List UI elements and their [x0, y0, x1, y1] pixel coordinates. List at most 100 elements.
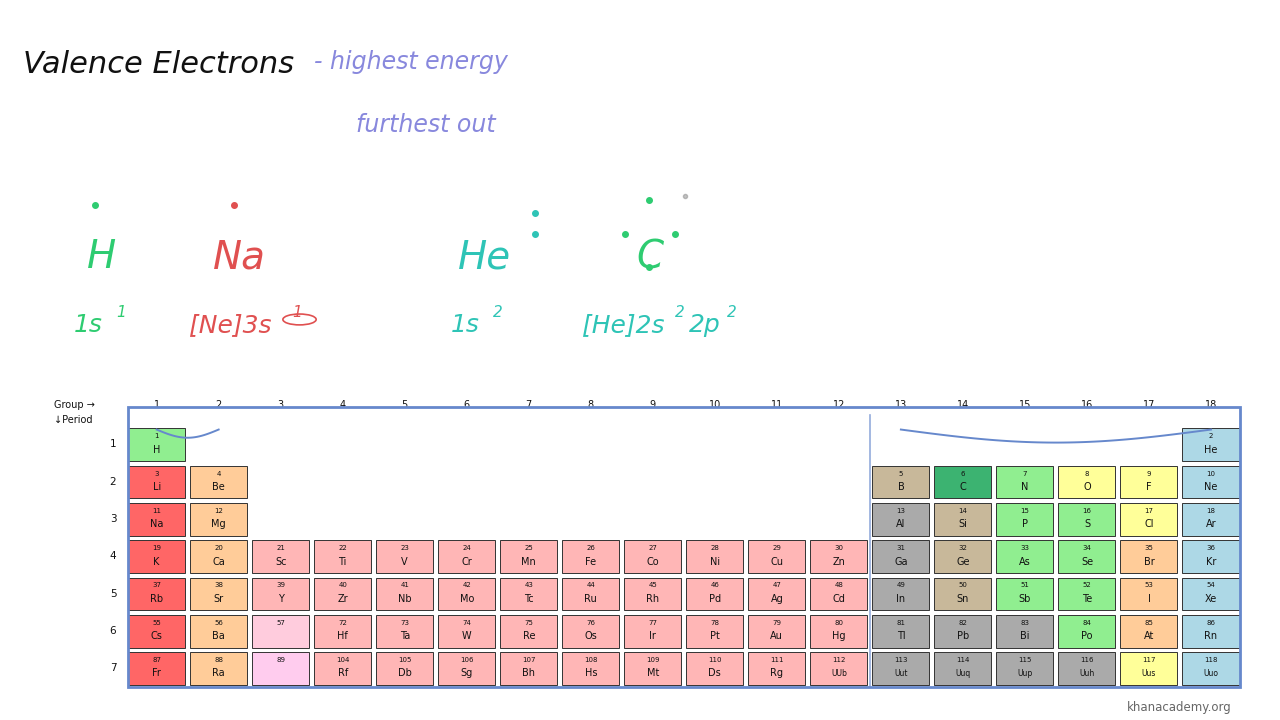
Text: F: F [1146, 482, 1152, 492]
Text: 27: 27 [649, 545, 657, 551]
Text: 44: 44 [586, 582, 595, 588]
Text: S: S [1084, 519, 1091, 529]
Text: 32: 32 [959, 545, 968, 551]
Bar [128, 615, 186, 647]
Bar [438, 652, 495, 685]
Text: 79: 79 [772, 620, 781, 626]
Text: 52: 52 [1083, 582, 1092, 588]
Bar [128, 503, 186, 536]
Bar [1120, 466, 1178, 498]
Bar [1059, 466, 1115, 498]
Text: 53: 53 [1144, 582, 1153, 588]
Text: Hf: Hf [338, 631, 348, 641]
Text: 10: 10 [709, 400, 721, 410]
Text: N: N [1021, 482, 1029, 492]
Text: Sc: Sc [275, 557, 287, 567]
Text: 115: 115 [1018, 657, 1032, 663]
Text: Hs: Hs [585, 668, 596, 678]
Text: Li: Li [152, 482, 161, 492]
Bar [128, 428, 186, 462]
Text: 10: 10 [1207, 471, 1216, 477]
Text: 56: 56 [214, 620, 223, 626]
Text: Ag: Ag [771, 594, 783, 604]
Text: Na: Na [212, 238, 265, 276]
Text: 118: 118 [1204, 657, 1217, 663]
Text: 7: 7 [526, 400, 532, 410]
Text: Ga: Ga [895, 557, 908, 567]
Bar [996, 503, 1053, 536]
Text: 37: 37 [152, 582, 161, 588]
Text: 89: 89 [276, 657, 285, 663]
Bar [996, 652, 1053, 685]
Text: 33: 33 [1020, 545, 1029, 551]
Text: 2: 2 [727, 305, 737, 320]
Text: 1: 1 [116, 305, 127, 320]
Text: 57: 57 [276, 620, 285, 626]
Text: Zn: Zn [832, 557, 845, 567]
Text: Mn: Mn [521, 557, 536, 567]
Bar [1059, 577, 1115, 611]
Text: Ta: Ta [399, 631, 410, 641]
Text: 1: 1 [155, 433, 159, 439]
Text: Ge: Ge [956, 557, 970, 567]
Text: 34: 34 [1083, 545, 1092, 551]
Text: Uut: Uut [895, 669, 908, 678]
Text: 78: 78 [710, 620, 719, 626]
Bar [810, 652, 868, 685]
Text: Ti: Ti [338, 557, 347, 567]
Text: 12: 12 [214, 508, 223, 514]
Text: Sn: Sn [956, 594, 969, 604]
Text: 2: 2 [215, 400, 221, 410]
Bar [873, 652, 929, 685]
Bar [810, 615, 868, 647]
Text: P: P [1021, 519, 1028, 529]
Text: Cu: Cu [771, 557, 783, 567]
Text: Re: Re [522, 631, 535, 641]
Text: 116: 116 [1080, 657, 1093, 663]
Bar [1183, 503, 1239, 536]
Text: 55: 55 [152, 620, 161, 626]
Text: 84: 84 [1083, 620, 1092, 626]
Text: C: C [636, 238, 663, 276]
Text: 38: 38 [214, 582, 223, 588]
Text: 47: 47 [772, 582, 781, 588]
Text: 45: 45 [649, 582, 657, 588]
Bar [873, 577, 929, 611]
Bar [376, 652, 433, 685]
Bar [500, 540, 557, 573]
Text: Ni: Ni [709, 557, 719, 567]
Text: W: W [462, 631, 471, 641]
Text: 111: 111 [771, 657, 783, 663]
Text: Al: Al [896, 519, 905, 529]
Text: As: As [1019, 557, 1030, 567]
Text: C: C [960, 482, 966, 492]
Text: 1: 1 [292, 305, 302, 320]
Bar [1059, 503, 1115, 536]
Bar [996, 466, 1053, 498]
Bar [873, 540, 929, 573]
Text: 14: 14 [959, 508, 968, 514]
Text: At: At [1144, 631, 1155, 641]
Bar [191, 615, 247, 647]
Text: Rb: Rb [150, 594, 163, 604]
Text: 6: 6 [961, 471, 965, 477]
Text: 1s: 1s [74, 313, 104, 337]
Text: 54: 54 [1207, 582, 1216, 588]
Text: Bi: Bi [1020, 631, 1029, 641]
Bar [1120, 577, 1178, 611]
Text: Y: Y [278, 594, 284, 604]
Text: furthest out: furthest out [356, 113, 495, 137]
Text: 81: 81 [896, 620, 905, 626]
Text: 11: 11 [152, 508, 161, 514]
Text: I: I [1148, 594, 1151, 604]
Text: Ne: Ne [1204, 482, 1217, 492]
Text: Nb: Nb [398, 594, 412, 604]
Bar [252, 652, 310, 685]
Bar [191, 466, 247, 498]
Bar [500, 577, 557, 611]
Text: 2: 2 [675, 305, 685, 320]
Bar [873, 503, 929, 536]
Text: Ru: Ru [585, 594, 598, 604]
Text: Zr: Zr [338, 594, 348, 604]
Bar [128, 652, 186, 685]
